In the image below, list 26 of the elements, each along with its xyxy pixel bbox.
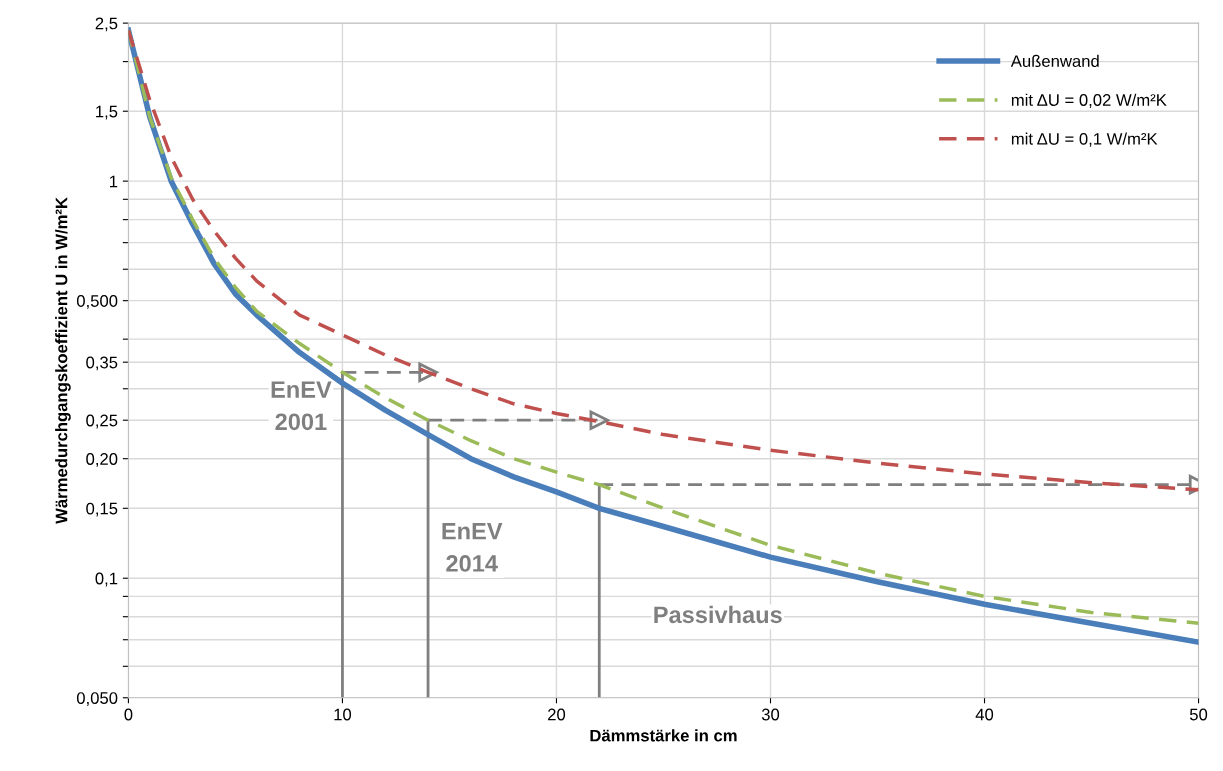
x-tick-label: 20	[548, 708, 566, 721]
legend-label: mit ΔU = 0,02 W/m²K	[1011, 93, 1167, 108]
y-tick-label: 0,20	[86, 453, 118, 467]
x-tick-label: 0	[124, 708, 133, 721]
point	[589, 410, 609, 430]
legend-label: mit ΔU = 0,1 W/m²K	[1011, 132, 1158, 147]
y-tick-label: 0,15	[86, 502, 118, 517]
y-tick-label: 0,050	[76, 692, 118, 706]
y-tick-label: 0,500	[76, 295, 118, 309]
legend-label: Außenwand	[1010, 54, 1099, 68]
x-tick-label: 40	[975, 708, 994, 721]
y-tick-label: 1,5	[96, 105, 118, 120]
x-tick-label: 30	[761, 708, 780, 721]
y-tick-label: 0,25	[86, 414, 118, 429]
annotation: EnEV 2014	[442, 523, 503, 572]
y-tick-label: 1	[110, 175, 118, 188]
x-tick-label: 10	[334, 708, 352, 721]
point	[418, 362, 438, 383]
y-tick-label: 0,35	[86, 356, 118, 371]
annotation: Passivhaus	[654, 605, 782, 624]
y-tick-label: 2,5	[95, 17, 118, 32]
x-axis-title: Dämmstärke in cm	[590, 729, 737, 742]
x-tick-label: 50	[1189, 708, 1208, 721]
annotation: EnEV 2001	[271, 381, 332, 431]
y-axis-title: Wärmedurchgangskoeffizient U in W/m²K	[55, 197, 71, 524]
y-tick-label: 0,1	[95, 572, 118, 587]
